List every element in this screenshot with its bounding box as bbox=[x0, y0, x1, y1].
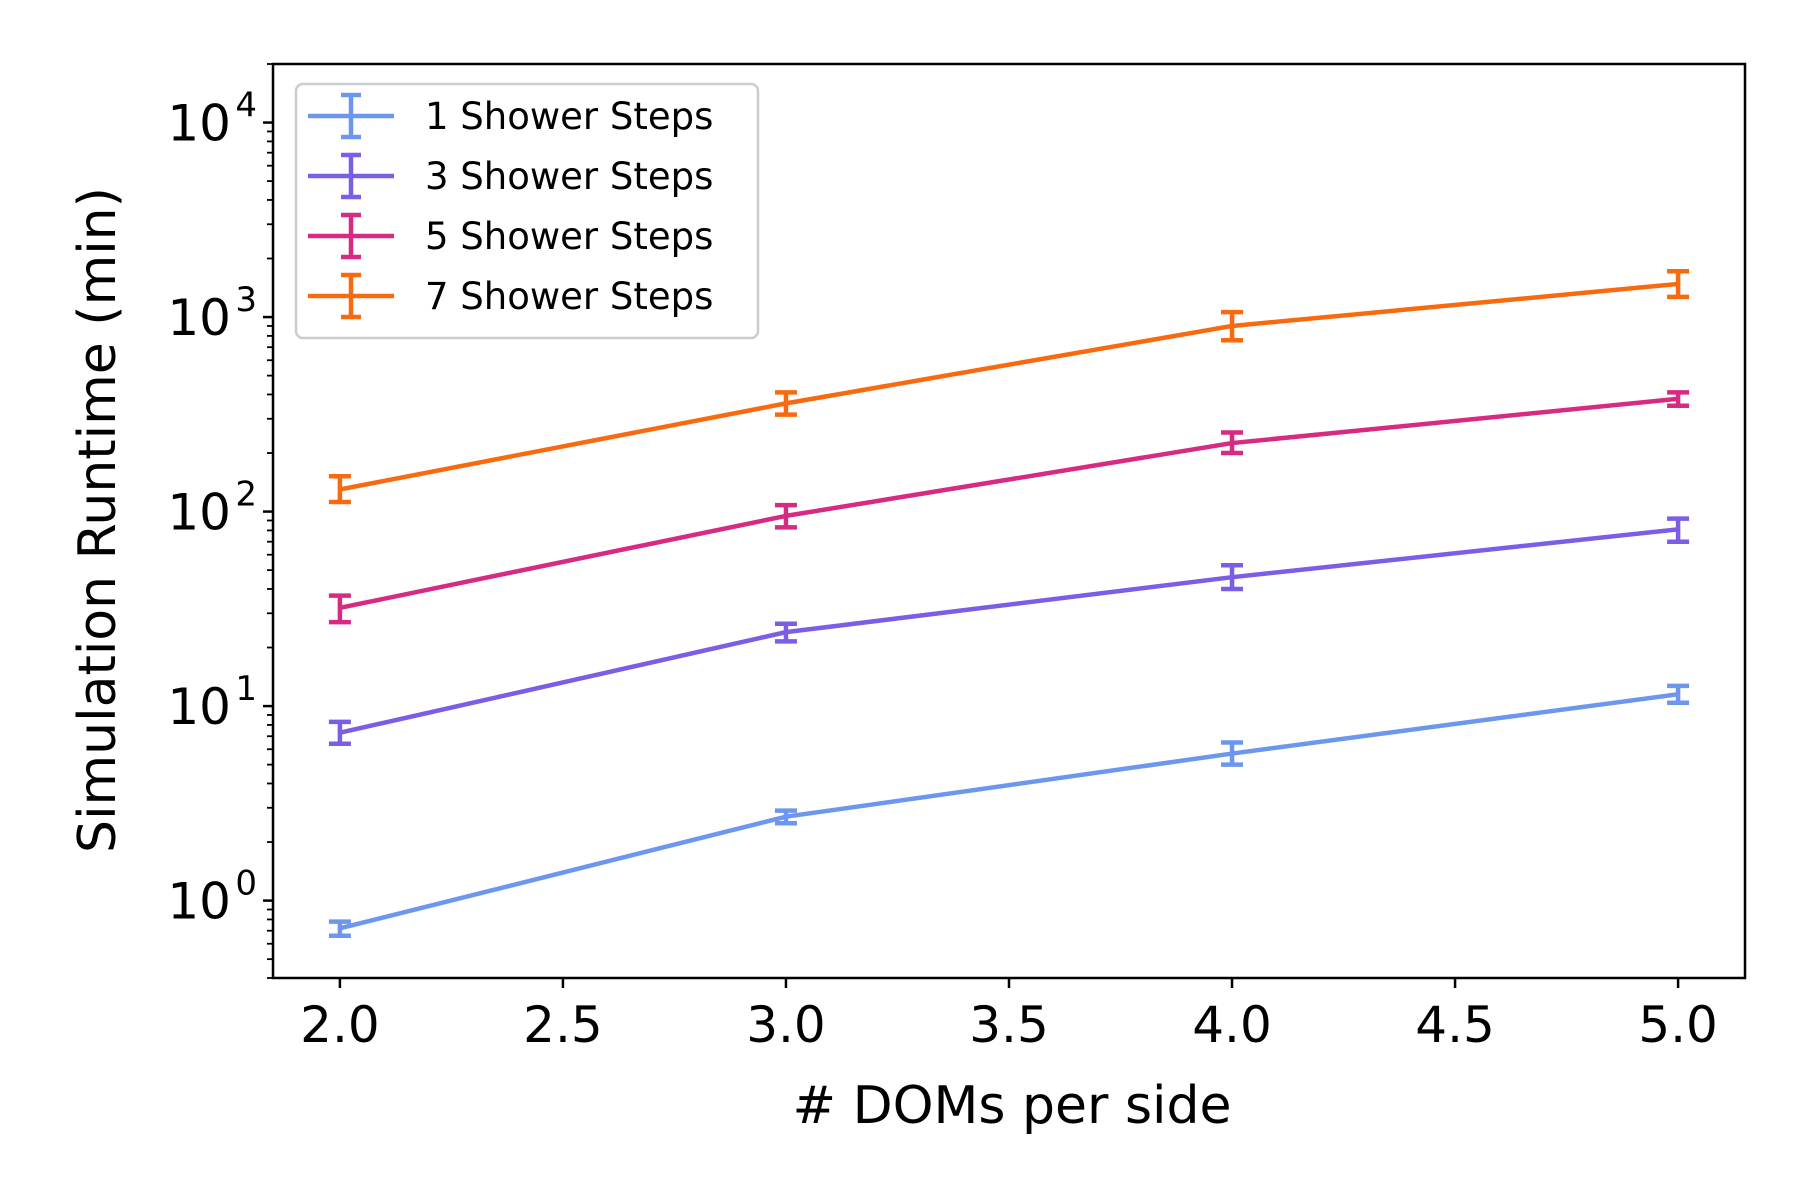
y-tick-exponent: 1 bbox=[235, 669, 257, 709]
error-bar bbox=[328, 473, 351, 505]
y-tick-exponent: 0 bbox=[235, 864, 257, 904]
error-bar bbox=[1221, 430, 1244, 456]
series-line bbox=[339, 396, 1679, 611]
legend-item-2: 3 Shower Steps bbox=[308, 152, 713, 200]
data-point bbox=[1677, 398, 1679, 400]
data-point bbox=[1231, 576, 1233, 578]
data-point bbox=[339, 927, 341, 929]
data-point bbox=[339, 607, 341, 609]
series-layer bbox=[328, 269, 1690, 938]
legend-label: 7 Shower Steps bbox=[425, 275, 713, 318]
x-tick-label: 3.5 bbox=[969, 996, 1049, 1054]
legend-label: 3 Shower Steps bbox=[425, 155, 713, 198]
data-point bbox=[1231, 325, 1233, 327]
error-bar bbox=[774, 390, 797, 417]
x-axis-label: # DOMs per side bbox=[792, 1076, 1231, 1136]
y-tick-base: 10 bbox=[167, 873, 231, 931]
error-bar bbox=[1221, 309, 1244, 343]
data-point bbox=[1231, 753, 1233, 755]
series-2 bbox=[328, 516, 1690, 747]
x-tick-label: 4.5 bbox=[1415, 996, 1495, 1054]
series-4 bbox=[328, 269, 1690, 505]
error-bar bbox=[328, 719, 351, 747]
error-bar bbox=[1667, 269, 1690, 300]
y-tick-label: 10 bbox=[167, 873, 231, 931]
error-bar bbox=[774, 502, 797, 530]
y-tick-base: 10 bbox=[167, 484, 231, 542]
x-tick-label: 4.0 bbox=[1192, 996, 1272, 1054]
legend-box bbox=[294, 82, 760, 340]
y-tick-exponent: 4 bbox=[235, 86, 257, 126]
legend-item-3: 5 Shower Steps bbox=[308, 212, 713, 260]
error-bar bbox=[774, 808, 797, 826]
y-tick-label: 10 bbox=[167, 484, 231, 542]
legend-item-4: 7 Shower Steps bbox=[308, 272, 713, 320]
data-point bbox=[1677, 693, 1679, 695]
x-tick-label: 3.0 bbox=[746, 996, 826, 1054]
y-tick-exponent: 3 bbox=[235, 280, 257, 320]
y-tick-base: 10 bbox=[167, 289, 231, 347]
data-point bbox=[1677, 528, 1679, 530]
y-tick-base: 10 bbox=[167, 678, 231, 736]
x-tick-label: 2.5 bbox=[523, 996, 603, 1054]
y-tick-label: 10 bbox=[167, 289, 231, 347]
error-bar bbox=[1667, 683, 1690, 706]
data-point bbox=[785, 515, 787, 517]
y-tick-exponent: 2 bbox=[235, 475, 257, 515]
legend-item-1: 1 Shower Steps bbox=[308, 92, 713, 140]
y-axis-label: Simulation Runtime (min) bbox=[68, 187, 128, 853]
series-line bbox=[339, 281, 1679, 492]
plot-frame bbox=[271, 62, 1747, 980]
data-point bbox=[785, 402, 787, 404]
error-bar bbox=[328, 919, 351, 938]
legend: 1 Shower Steps 3 Shower Steps 5 Shower Ste… bbox=[294, 82, 760, 340]
data-point bbox=[1231, 442, 1233, 444]
series-line bbox=[339, 527, 1679, 735]
data-point bbox=[785, 631, 787, 633]
y-tick-label: 10 bbox=[167, 95, 231, 153]
data-point bbox=[785, 816, 787, 818]
series-3 bbox=[328, 390, 1690, 625]
data-point bbox=[1677, 283, 1679, 285]
data-point bbox=[339, 732, 341, 734]
data-point bbox=[339, 488, 341, 490]
error-bar bbox=[1221, 562, 1244, 592]
legend-label: 1 Shower Steps bbox=[425, 95, 713, 138]
y-tick-label: 10 bbox=[167, 678, 231, 736]
legend-label: 5 Shower Steps bbox=[425, 215, 713, 258]
error-bar bbox=[328, 593, 351, 625]
series-line bbox=[339, 692, 1679, 931]
error-bar bbox=[1221, 740, 1244, 767]
x-ticks: 2.0 2.5 3.0 3.5 4.0 4.5 5.0 bbox=[300, 978, 1718, 1054]
error-bar bbox=[774, 621, 797, 644]
x-tick-label: 5.0 bbox=[1638, 996, 1718, 1054]
error-bar bbox=[1667, 516, 1690, 544]
error-bar bbox=[1667, 390, 1690, 408]
x-tick-label: 2.0 bbox=[300, 996, 380, 1054]
y-tick-base: 10 bbox=[167, 95, 231, 153]
series-1 bbox=[328, 683, 1690, 938]
